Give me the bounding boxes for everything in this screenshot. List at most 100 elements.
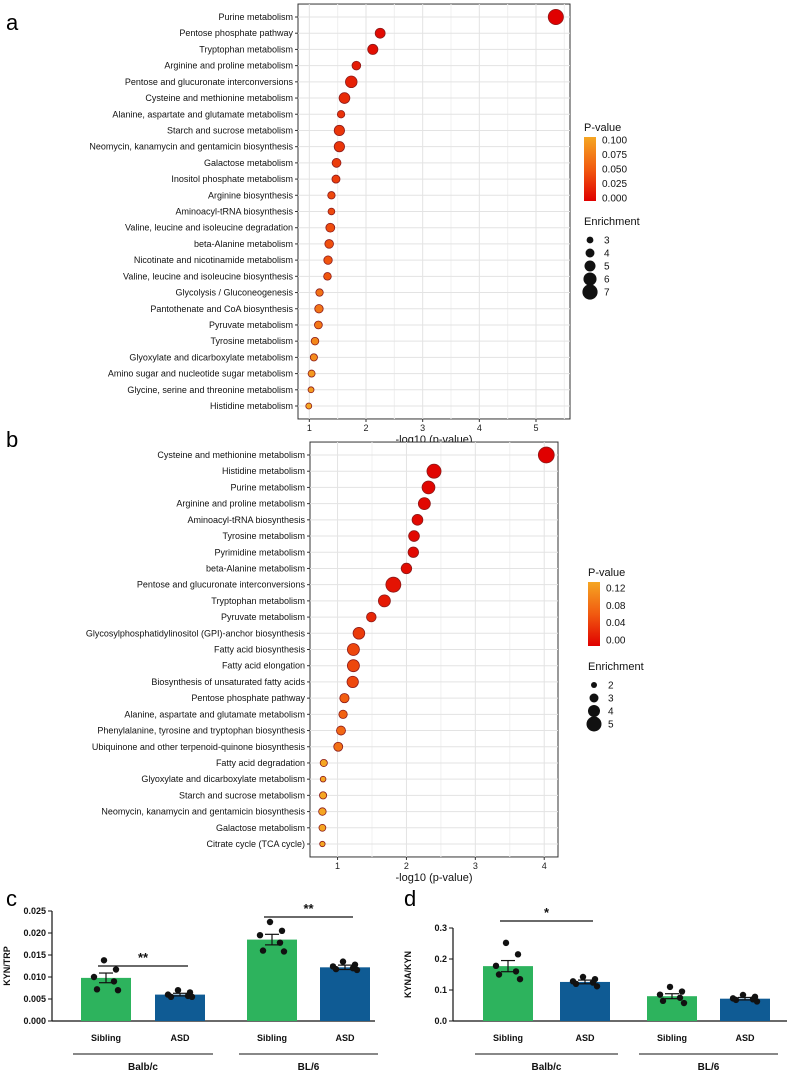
pathway-point (417, 497, 431, 511)
pathway-label: Nicotinate and nicotinamide metabolism (134, 255, 293, 265)
data-point (167, 993, 175, 1000)
pvalue-legend-value: 0.075 (602, 150, 627, 161)
enrichment-legend-title: Enrichment (588, 661, 644, 673)
pathway-label: Tryptophan metabolism (211, 596, 305, 606)
pathway-label: Pantothenate and CoA biosynthesis (150, 304, 293, 314)
pathway-label: Cysteine and methionine metabolism (157, 450, 305, 460)
pvalue-legend-title: P-value (584, 122, 621, 134)
data-point (659, 997, 667, 1005)
pathway-point (345, 75, 358, 89)
enrichment-legend-value: 5 (604, 262, 610, 273)
pathway-label: Amino sugar and nucleotide sugar metabol… (108, 369, 293, 379)
significance-stars: * (544, 905, 550, 920)
panel-label-a: a (6, 10, 19, 35)
pathway-label: Valine, leucine and isoleucine degradati… (125, 223, 293, 233)
data-point (256, 932, 264, 939)
y-tick-label: 0.0 (434, 1016, 447, 1026)
pathway-label: Glycolysis / Gluconeogenesis (175, 288, 293, 298)
pathway-point (324, 239, 334, 249)
pathway-point (367, 43, 379, 55)
y-axis-label: KYNA/KYN (403, 951, 413, 998)
data-point (593, 983, 601, 990)
data-point (676, 994, 684, 1001)
significance-stars: ** (303, 901, 314, 916)
data-point (332, 965, 340, 973)
enrichment-legend-dot (591, 682, 597, 688)
pathway-point (352, 627, 366, 640)
enrichment-legend-value: 3 (608, 694, 614, 705)
pathway-label: Pentose phosphate pathway (191, 693, 305, 703)
group-label: Balb/c (531, 1062, 561, 1073)
pathway-label: Pentose and glucuronate interconversions (137, 580, 306, 590)
pathway-label: Arginine biosynthesis (208, 190, 294, 200)
pathway-label: Aminoacyl-tRNA biosynthesis (175, 207, 293, 217)
data-point (110, 978, 118, 985)
pathway-point (338, 92, 351, 104)
data-point (90, 973, 98, 981)
x-tick-label: 4 (477, 423, 482, 433)
data-point (266, 918, 274, 926)
enrichment-legend-value: 2 (608, 681, 614, 692)
pathway-label: Neomycin, kanamycin and gentamicin biosy… (101, 807, 305, 817)
pathway-label: Tyrosine metabolism (222, 531, 305, 541)
pathway-point (346, 659, 360, 673)
pathway-label: Pentose phosphate pathway (179, 28, 293, 38)
pathway-label: Fatty acid elongation (222, 661, 305, 671)
pathway-point (305, 402, 313, 410)
pathway-label: Arginine and proline metabolism (176, 499, 305, 509)
data-point (492, 962, 500, 970)
pathway-label: Glycine, serine and threonine metabolism (127, 385, 293, 395)
pathway-point (366, 611, 377, 623)
bar-category-label: ASD (735, 1033, 755, 1043)
enrichment-legend-dot (583, 272, 597, 286)
pathway-point (407, 546, 419, 558)
y-tick-label: 0.3 (434, 923, 447, 933)
bar-chart-kyn-trp: 0.000 0.005 0.010 0.015 0.020 0.025 KYN/TRP Sib… (2, 901, 378, 1073)
pathway-label: Neomycin, kanamycin and gentamicin biosy… (89, 142, 293, 152)
pvalue-legend-value: 0.00 (606, 636, 626, 647)
data-point (732, 996, 740, 1004)
pvalue-legend-value: 0.025 (602, 179, 627, 190)
pathway-point (319, 791, 328, 800)
data-point (174, 987, 182, 994)
bar-category-label: Sibling (91, 1033, 121, 1043)
pathway-point (333, 141, 345, 153)
y-tick-label: 0.020 (23, 928, 46, 938)
pathway-point (338, 709, 348, 719)
pathway-label: Glycosylphosphatidylinositol (GPI)-ancho… (86, 628, 306, 638)
pvalue-legend-value: 0.100 (602, 136, 627, 147)
enrichment-legend-dot (582, 284, 598, 300)
pathway-label: Valine, leucine and isoleucine biosynthe… (123, 271, 293, 281)
pathway-label: Tryptophan metabolism (199, 44, 293, 54)
pathway-point (327, 207, 336, 216)
x-tick-label: 1 (335, 861, 340, 871)
group-label: Balb/c (128, 1062, 158, 1073)
x-tick-label: 3 (473, 861, 478, 871)
pathway-point (310, 336, 320, 346)
pathway-label: Starch and sucrose metabolism (167, 125, 293, 135)
enrichment-legend-dot (584, 260, 596, 272)
data-point (278, 927, 286, 934)
data-point (514, 951, 522, 958)
bar-category-label: ASD (335, 1033, 355, 1043)
y-tick-label: 0.2 (434, 954, 447, 964)
bar-category-label: ASD (575, 1033, 595, 1043)
group-label: BL/6 (698, 1062, 720, 1073)
pathway-label: Citrate cycle (TCA cycle) (206, 839, 305, 849)
pathway-point (323, 255, 333, 265)
pvalue-colorbar (584, 137, 596, 201)
pathway-point (374, 27, 386, 39)
pathway-point (331, 174, 341, 184)
pathway-label: Alanine, aspartate and glutamate metabol… (112, 109, 293, 119)
pathway-point (411, 514, 424, 526)
bar (320, 967, 370, 1021)
enrichment-legend-dot (589, 693, 599, 703)
data-point (339, 958, 347, 965)
bar-category-label: Sibling (493, 1033, 523, 1043)
y-tick-label: 0.010 (23, 972, 46, 982)
pathway-point (336, 725, 346, 736)
x-axis-label: -log10 (p-value) (395, 872, 472, 884)
pathway-point (339, 693, 350, 704)
pvalue-legend-value: 0.12 (606, 584, 626, 595)
